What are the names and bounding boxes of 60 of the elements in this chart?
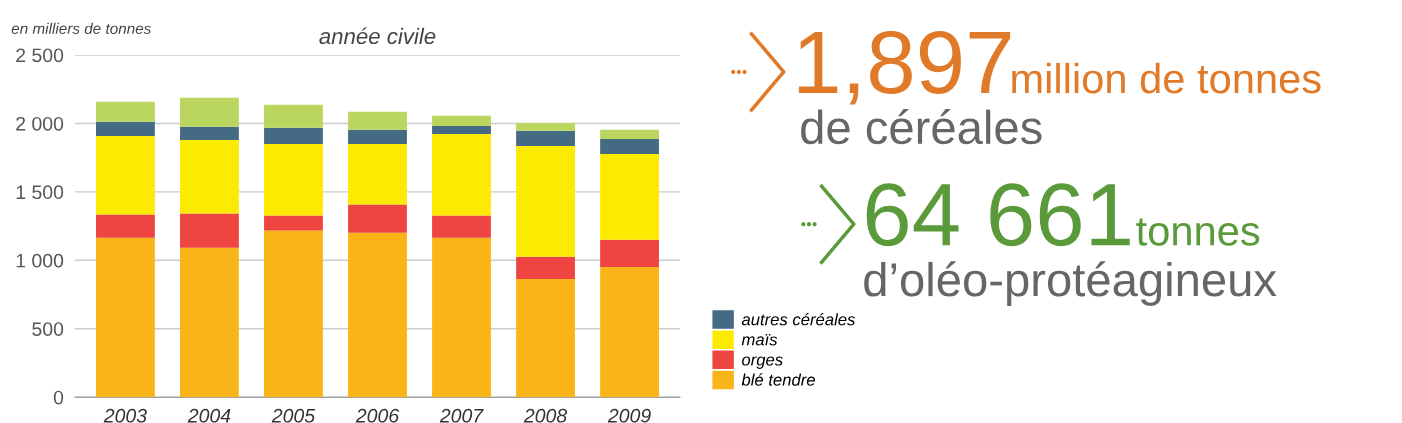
y-tick-label: 0	[53, 390, 64, 405]
bar	[96, 237, 155, 398]
text: 1,897	[798, 30, 1011, 105]
chart-title: année civile	[319, 27, 436, 45]
y-axis-title: en milliers de tonnes	[11, 22, 152, 34]
bar	[180, 247, 239, 398]
text: d’oléo-protéagineux	[864, 261, 1277, 306]
legend-label: blé tendre	[741, 373, 815, 386]
y-tick-label: 2 500	[16, 48, 64, 63]
bar	[516, 256, 575, 279]
bar	[600, 239, 659, 267]
bar	[432, 237, 491, 398]
bar	[516, 278, 575, 398]
text: de céréales	[801, 109, 1042, 145]
bar	[264, 230, 323, 398]
bar	[180, 126, 239, 140]
bar	[600, 138, 659, 155]
x-tick-label: 2006	[355, 408, 400, 423]
bar	[264, 127, 323, 144]
bar	[96, 121, 155, 136]
text: million de tonnes	[1012, 62, 1321, 94]
bar	[348, 232, 407, 398]
bar	[348, 111, 407, 130]
bar	[264, 215, 323, 231]
bar	[348, 204, 407, 233]
y-tick-label: 1 000	[16, 253, 64, 268]
bar	[432, 133, 491, 216]
x-tick-label: 2005	[271, 408, 316, 423]
x-tick-label: 2004	[187, 408, 231, 423]
y-tick-label: 2 000	[16, 116, 64, 131]
legend-label: orges	[742, 356, 783, 369]
bar	[96, 214, 155, 238]
legend-label: maïs	[741, 333, 778, 346]
text: tonnes	[1136, 218, 1260, 246]
bar	[600, 129, 659, 139]
x-tick-label: 2007	[439, 408, 484, 423]
x-tick-label: 2009	[607, 408, 651, 423]
x-tick-label: 2008	[523, 408, 568, 423]
bar	[600, 266, 659, 398]
bar	[96, 101, 155, 122]
bar	[180, 139, 239, 214]
y-tick-label: 500	[32, 322, 64, 336]
bar	[180, 213, 239, 248]
bar	[432, 215, 491, 238]
bar	[348, 129, 407, 144]
y-tick-label: 1 500	[16, 185, 64, 200]
bar	[516, 130, 575, 147]
bar	[516, 146, 575, 257]
bar	[432, 125, 491, 134]
bar	[264, 143, 323, 216]
bar	[96, 135, 155, 215]
bar	[348, 143, 407, 205]
bar	[600, 154, 659, 240]
text: 64 661	[866, 183, 1130, 247]
bar	[180, 97, 239, 127]
legend-label: autres céréales	[741, 312, 856, 326]
x-tick-label: 2003	[103, 408, 147, 423]
bar	[264, 104, 323, 128]
bar	[516, 122, 575, 131]
bar	[432, 115, 491, 126]
